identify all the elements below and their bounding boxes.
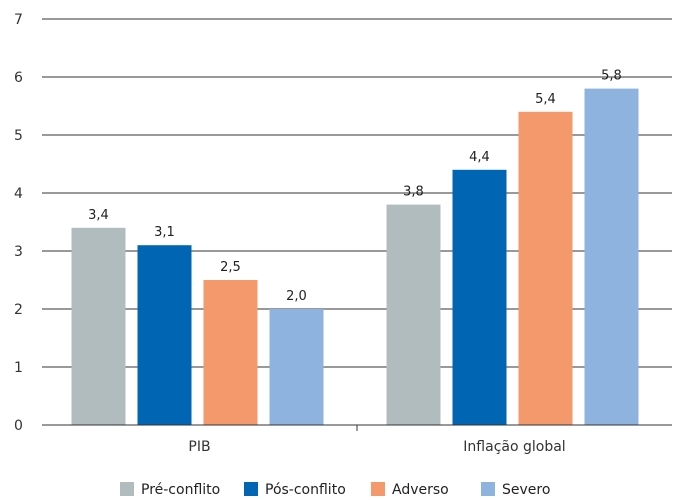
data-label: 3,8	[403, 185, 424, 200]
y-tick-label: 2	[14, 302, 23, 318]
data-label: 4,4	[469, 150, 490, 165]
legend-label: Pré-conflito	[141, 482, 220, 498]
legend-swatch	[371, 482, 385, 496]
legend-swatch	[244, 482, 258, 496]
legend-label: Adverso	[392, 482, 449, 498]
data-label: 3,4	[88, 208, 109, 223]
category-label: Inflação global	[463, 439, 565, 455]
legend-swatch	[120, 482, 134, 496]
category-label: PIB	[188, 439, 210, 455]
data-label: 5,4	[535, 92, 556, 107]
y-tick-label: 1	[14, 360, 23, 376]
bar-1-1	[452, 169, 507, 425]
legend: Pré-conflito Pós-conflito Adverso Severo	[120, 482, 550, 498]
data-label: 3,1	[154, 225, 175, 240]
data-labels: 3,4 3,1 2,5 2,0 3,8 4,4 5,4 5,8	[88, 69, 622, 304]
data-label: 2,0	[286, 289, 307, 304]
gridlines	[42, 18, 672, 368]
legend-swatch	[481, 482, 495, 496]
legend-label: Severo	[502, 482, 550, 498]
y-tick-label: 7	[14, 12, 23, 28]
bars	[71, 88, 639, 426]
bar-0-1	[386, 204, 441, 425]
bar-2-0	[203, 280, 258, 425]
data-label: 2,5	[220, 260, 241, 275]
y-tick-label: 4	[14, 186, 23, 202]
bar-0-0	[71, 227, 126, 425]
bar-3-0	[269, 309, 324, 425]
bar-3-1	[584, 88, 639, 425]
y-tick-label: 3	[14, 244, 23, 260]
bar-1-0	[137, 245, 192, 425]
y-tick-label: 6	[14, 70, 23, 86]
data-label: 5,8	[601, 69, 622, 84]
category-labels: PIB Inflação global	[188, 425, 566, 455]
y-tick-label: 0	[14, 418, 23, 434]
y-tick-label: 5	[14, 128, 23, 144]
y-axis-ticks: 0 1 2 3 4 5 6 7	[14, 12, 23, 434]
bar-2-1	[518, 111, 573, 426]
legend-label: Pós-conflito	[265, 482, 346, 498]
